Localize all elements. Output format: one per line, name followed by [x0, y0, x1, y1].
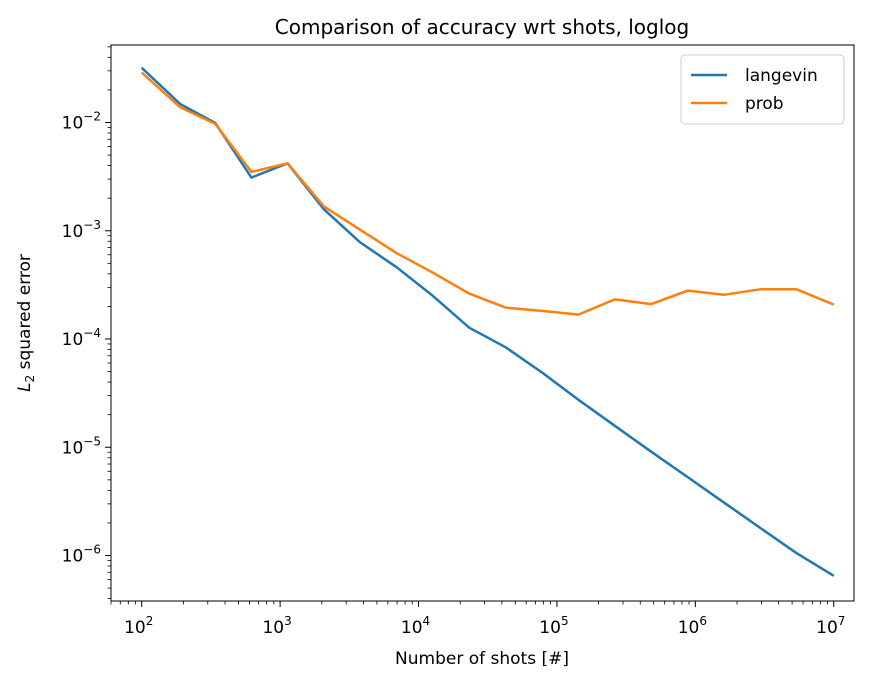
series-group: [140, 66, 835, 577]
x-tick-label: 106: [678, 614, 707, 638]
y-label-rest: squared error: [15, 254, 35, 375]
y-tick-label: 10−2: [62, 110, 101, 134]
x-tick-label: 103: [262, 614, 291, 638]
x-tick-base: 10: [401, 618, 423, 638]
x-tick-exponent: 2: [146, 614, 154, 628]
x-tick-base: 10: [816, 618, 838, 638]
y-tick-base: 10: [62, 222, 84, 242]
y-tick-exponent: −5: [83, 434, 101, 448]
legend-label-langevin: langevin: [745, 66, 818, 86]
x-tick-label: 107: [816, 614, 845, 638]
x-tick-label: 102: [124, 614, 153, 638]
legend-box: [680, 54, 845, 125]
y-tick-base: 10: [62, 547, 84, 567]
series-line-prob: [140, 71, 835, 316]
x-axis-label: Number of shots [#]: [395, 649, 569, 669]
y-tick-exponent: −4: [83, 326, 101, 340]
y-tick-exponent: −6: [83, 543, 101, 557]
x-tick-exponent: 6: [699, 614, 707, 628]
y-tick-label: 10−6: [62, 543, 101, 567]
x-tick-exponent: 5: [561, 614, 569, 628]
minor-ticks: [107, 46, 828, 605]
x-tick-label: 104: [401, 614, 430, 638]
y-tick-base: 10: [62, 330, 84, 350]
y-axis-label: L2 squared error: [15, 254, 37, 392]
y-label-base: L: [15, 382, 35, 391]
y-tick-base: 10: [62, 114, 84, 134]
y-label-subscript: 2: [23, 375, 37, 383]
x-tick-base: 10: [124, 618, 146, 638]
legend: langevin prob: [680, 54, 845, 125]
x-tick-exponent: 7: [838, 614, 846, 628]
x-tick-exponent: 3: [284, 614, 292, 628]
y-tick-label: 10−3: [62, 218, 101, 242]
plot-frame: [110, 44, 855, 602]
y-tick-exponent: −3: [83, 218, 101, 232]
chart-title: Comparison of accuracy wrt shots, loglog: [275, 15, 689, 39]
y-tick-base: 10: [62, 438, 84, 458]
y-tick-label: 10−4: [62, 326, 101, 350]
x-tick-base: 10: [262, 618, 284, 638]
y-tick-label: 10−5: [62, 434, 101, 458]
x-tick-base: 10: [678, 618, 700, 638]
y-tick-exponent: −2: [83, 110, 101, 124]
x-tick-label: 105: [539, 614, 568, 638]
x-tick-base: 10: [539, 618, 561, 638]
legend-label-prob: prob: [745, 94, 784, 114]
x-tick-exponent: 4: [423, 614, 431, 628]
series-line-langevin: [140, 66, 835, 577]
